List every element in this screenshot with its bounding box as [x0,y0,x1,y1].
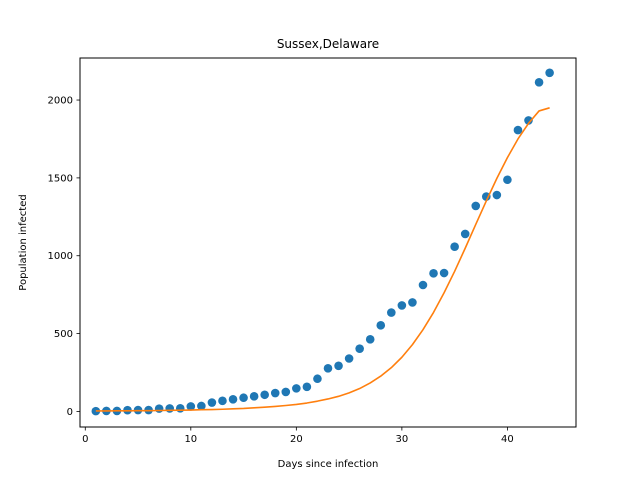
observed-point [376,321,386,330]
y-tick-label: 1500 [48,173,73,184]
observed-point [471,201,481,211]
observed-point [408,298,417,307]
observed-point [91,406,101,416]
x-tick-label: 20 [290,434,303,445]
x-tick-label: 40 [501,434,514,445]
observed-point [439,268,449,278]
x-axis-ticks: 0 10 20 30 40 [82,427,514,445]
plot-frame [79,57,577,428]
y-axis-label: Population infected [18,194,29,290]
observed-point [313,374,322,384]
x-tick-label: 30 [396,434,409,445]
observed-point [492,190,502,200]
observed-point [545,68,554,78]
observed-point [302,382,312,392]
observed-point [344,354,354,363]
observed-point [450,242,459,252]
observed-point [524,116,533,125]
y-tick-label: 500 [54,329,73,340]
observed-point [481,192,491,201]
observed-point [365,335,375,344]
observed-point [239,393,248,403]
observed-point [323,364,333,373]
observed-point [292,384,301,393]
observed-point [460,229,470,239]
y-tick-label: 0 [67,407,73,418]
plot-area [91,68,554,416]
observed-point [154,404,164,413]
observed-point [260,390,269,400]
observed-point [534,77,544,87]
observed-point [513,125,523,135]
x-tick-label: 10 [184,434,197,445]
observed-point [503,175,512,185]
y-axis-ticks: 0 500 1000 1500 2000 [48,96,80,418]
observed-point [334,361,343,371]
observed-point [228,394,238,404]
observed-point [218,396,227,406]
observed-point [270,388,280,398]
observed-point [418,280,428,290]
fit-line [95,107,550,412]
chart-title: Sussex,Delaware [277,37,379,51]
observed-point [186,402,196,411]
observed-point [355,344,364,353]
x-tick-label: 0 [82,434,88,445]
observed-point [397,301,407,310]
observed-point [249,392,259,401]
observed-point [387,308,396,317]
x-axis-label: Days since infection [278,459,379,470]
observed-point [429,269,438,278]
observed-point [197,401,206,411]
observed-point [207,398,217,407]
observed-point [281,387,291,397]
observed-point [175,404,185,413]
y-tick-label: 2000 [48,96,73,107]
y-tick-label: 1000 [48,251,73,262]
observed-point [165,404,175,413]
